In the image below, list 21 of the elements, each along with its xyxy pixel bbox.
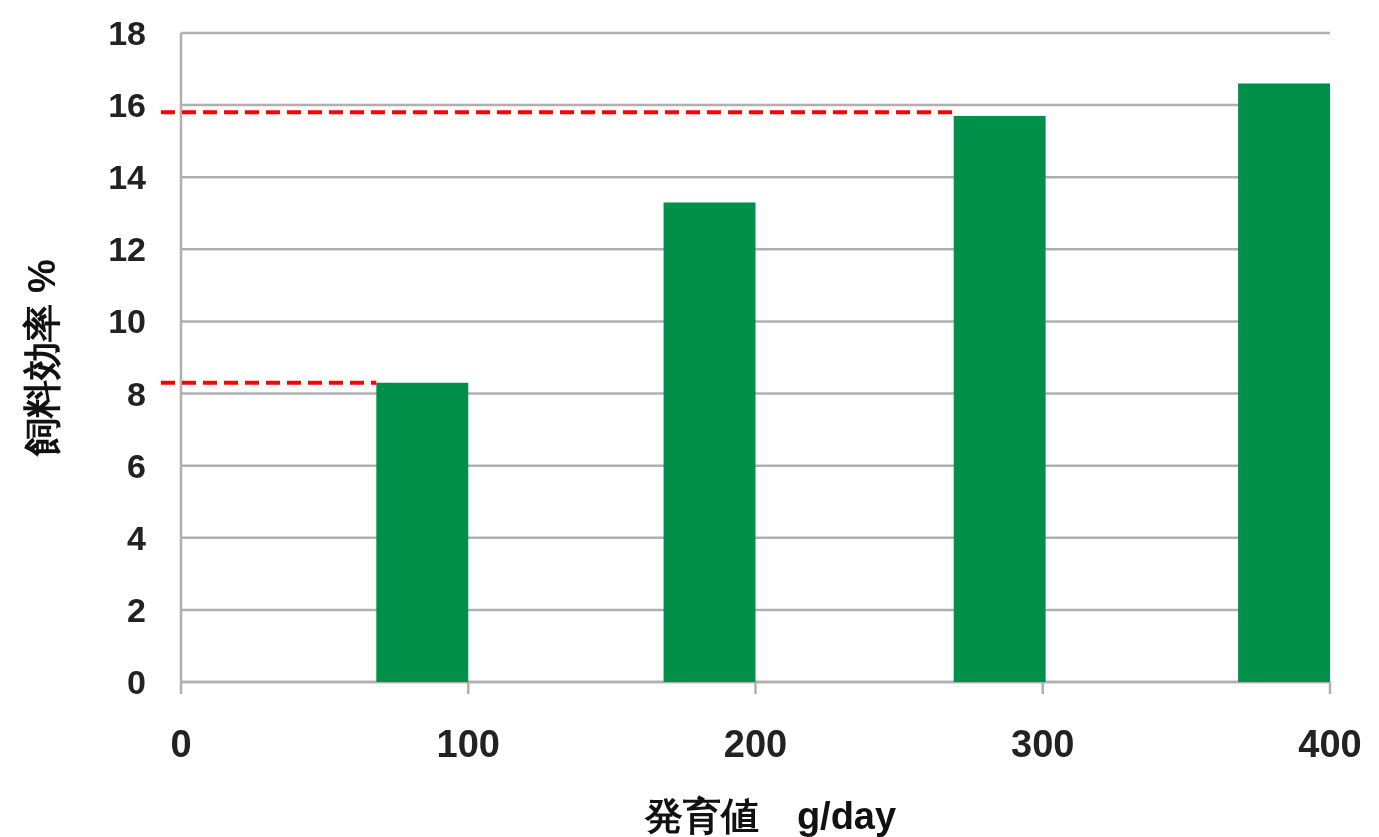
y-tick-label: 6 [127,446,146,485]
y-tick-label: 12 [108,230,146,269]
x-tick-label: 0 [170,723,192,765]
y-axis-title: 飼料効率 % [21,259,63,457]
bar [953,115,1046,682]
x-axis-title: 発育値 g/day [643,795,897,837]
x-tick-label: 400 [1298,723,1362,765]
bar [376,382,469,682]
y-tick-label: 18 [108,14,146,52]
x-tick-label: 300 [1011,723,1075,765]
y-tick-label: 4 [127,518,147,557]
y-tick-label: 10 [108,302,146,341]
bar [663,202,756,682]
y-tick-label: 16 [108,86,146,125]
x-tick-label: 200 [723,723,788,765]
y-tick-label: 2 [127,590,146,629]
y-tick-label: 0 [127,663,146,701]
y-tick-label: 8 [127,374,146,413]
x-tick-label: 100 [436,723,500,765]
y-tick-label: 14 [108,158,147,197]
bar [1238,83,1330,682]
